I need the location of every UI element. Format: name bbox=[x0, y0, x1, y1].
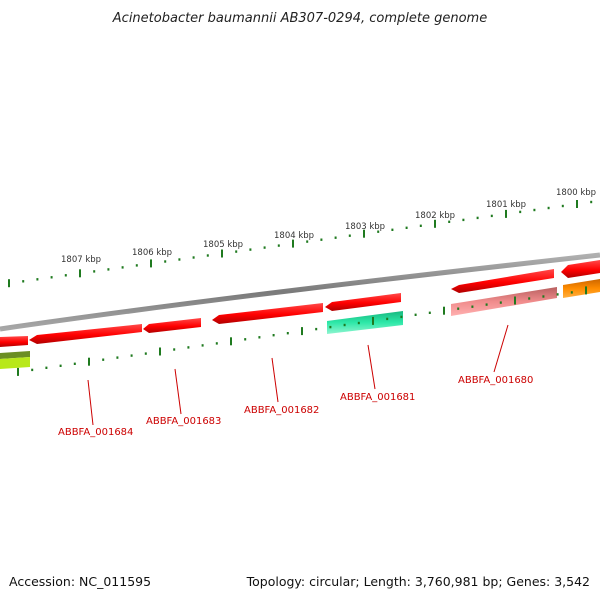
gene-label-abbfa-001683[interactable]: ABBFA_001683 bbox=[146, 416, 221, 427]
gene-arrow-abbfa-001681[interactable] bbox=[325, 293, 401, 311]
gene-block-lime-left[interactable] bbox=[0, 357, 30, 369]
gene-block-pink-reverse[interactable] bbox=[451, 287, 557, 316]
inner-scale-track bbox=[17, 286, 587, 376]
inner-major-ticks bbox=[17, 286, 587, 376]
leader-line-abbfa-001684 bbox=[87, 379, 94, 426]
scale-label-1804-kbp: 1804 kbp bbox=[274, 231, 314, 241]
gene-block-orange-reverse[interactable] bbox=[563, 279, 600, 298]
gene-labels: ABBFA_001684 ABBFA_001683 ABBFA_001682 A… bbox=[58, 375, 533, 438]
gene-arrow-abbfa-001683[interactable] bbox=[143, 318, 201, 333]
outer-major-ticks bbox=[8, 200, 578, 288]
gene-label-abbfa-001684[interactable]: ABBFA_001684 bbox=[58, 427, 133, 438]
genome-summary-text: Topology: circular; Length: 3,760,981 bp… bbox=[246, 574, 590, 589]
scale-label-1806-kbp: 1806 kbp bbox=[132, 248, 172, 258]
reverse-strand-genes bbox=[0, 279, 600, 369]
gene-arrow-forward-partial-right[interactable] bbox=[561, 260, 600, 278]
gene-label-abbfa-001682[interactable]: ABBFA_001682 bbox=[244, 405, 319, 416]
leader-line-abbfa-001681 bbox=[367, 344, 376, 390]
leader-line-abbfa-001682 bbox=[271, 357, 279, 403]
gene-arrow-abbfa-001682[interactable] bbox=[212, 303, 323, 324]
map-title: Acinetobacter baumannii AB307-0294, comp… bbox=[112, 11, 487, 26]
leader-line-abbfa-001680 bbox=[493, 324, 509, 373]
gene-arrow-forward-partial-left[interactable] bbox=[0, 336, 28, 347]
scale-labels: 1807 kbp 1806 kbp 1805 kbp 1804 kbp 1803… bbox=[61, 188, 596, 265]
gene-label-leaders bbox=[87, 324, 509, 426]
scale-label-1801-kbp: 1801 kbp bbox=[486, 200, 526, 210]
gene-block-olive-left[interactable] bbox=[0, 351, 30, 359]
gene-label-abbfa-001680[interactable]: ABBFA_001680 bbox=[458, 375, 533, 386]
gene-label-abbfa-001681[interactable]: ABBFA_001681 bbox=[340, 392, 415, 403]
outer-scale-track bbox=[8, 200, 593, 288]
scale-label-1807-kbp: 1807 kbp bbox=[61, 255, 101, 265]
scale-label-1805-kbp: 1805 kbp bbox=[203, 240, 243, 250]
genome-backbone bbox=[0, 252, 600, 332]
gene-arrow-abbfa-001680[interactable] bbox=[451, 269, 554, 293]
scale-label-1800-kbp: 1800 kbp bbox=[556, 188, 596, 198]
outer-minor-ticks bbox=[22, 200, 593, 283]
forward-strand-genes bbox=[0, 260, 600, 347]
scale-label-1803-kbp: 1803 kbp bbox=[345, 222, 385, 232]
scale-label-1802-kbp: 1802 kbp bbox=[415, 211, 455, 221]
gene-arrow-abbfa-001684[interactable] bbox=[29, 324, 142, 344]
leader-line-abbfa-001683 bbox=[174, 368, 182, 415]
gene-block-green-reverse[interactable] bbox=[327, 311, 403, 334]
inner-minor-ticks bbox=[31, 291, 573, 372]
accession-text: Accession: NC_011595 bbox=[9, 574, 151, 589]
